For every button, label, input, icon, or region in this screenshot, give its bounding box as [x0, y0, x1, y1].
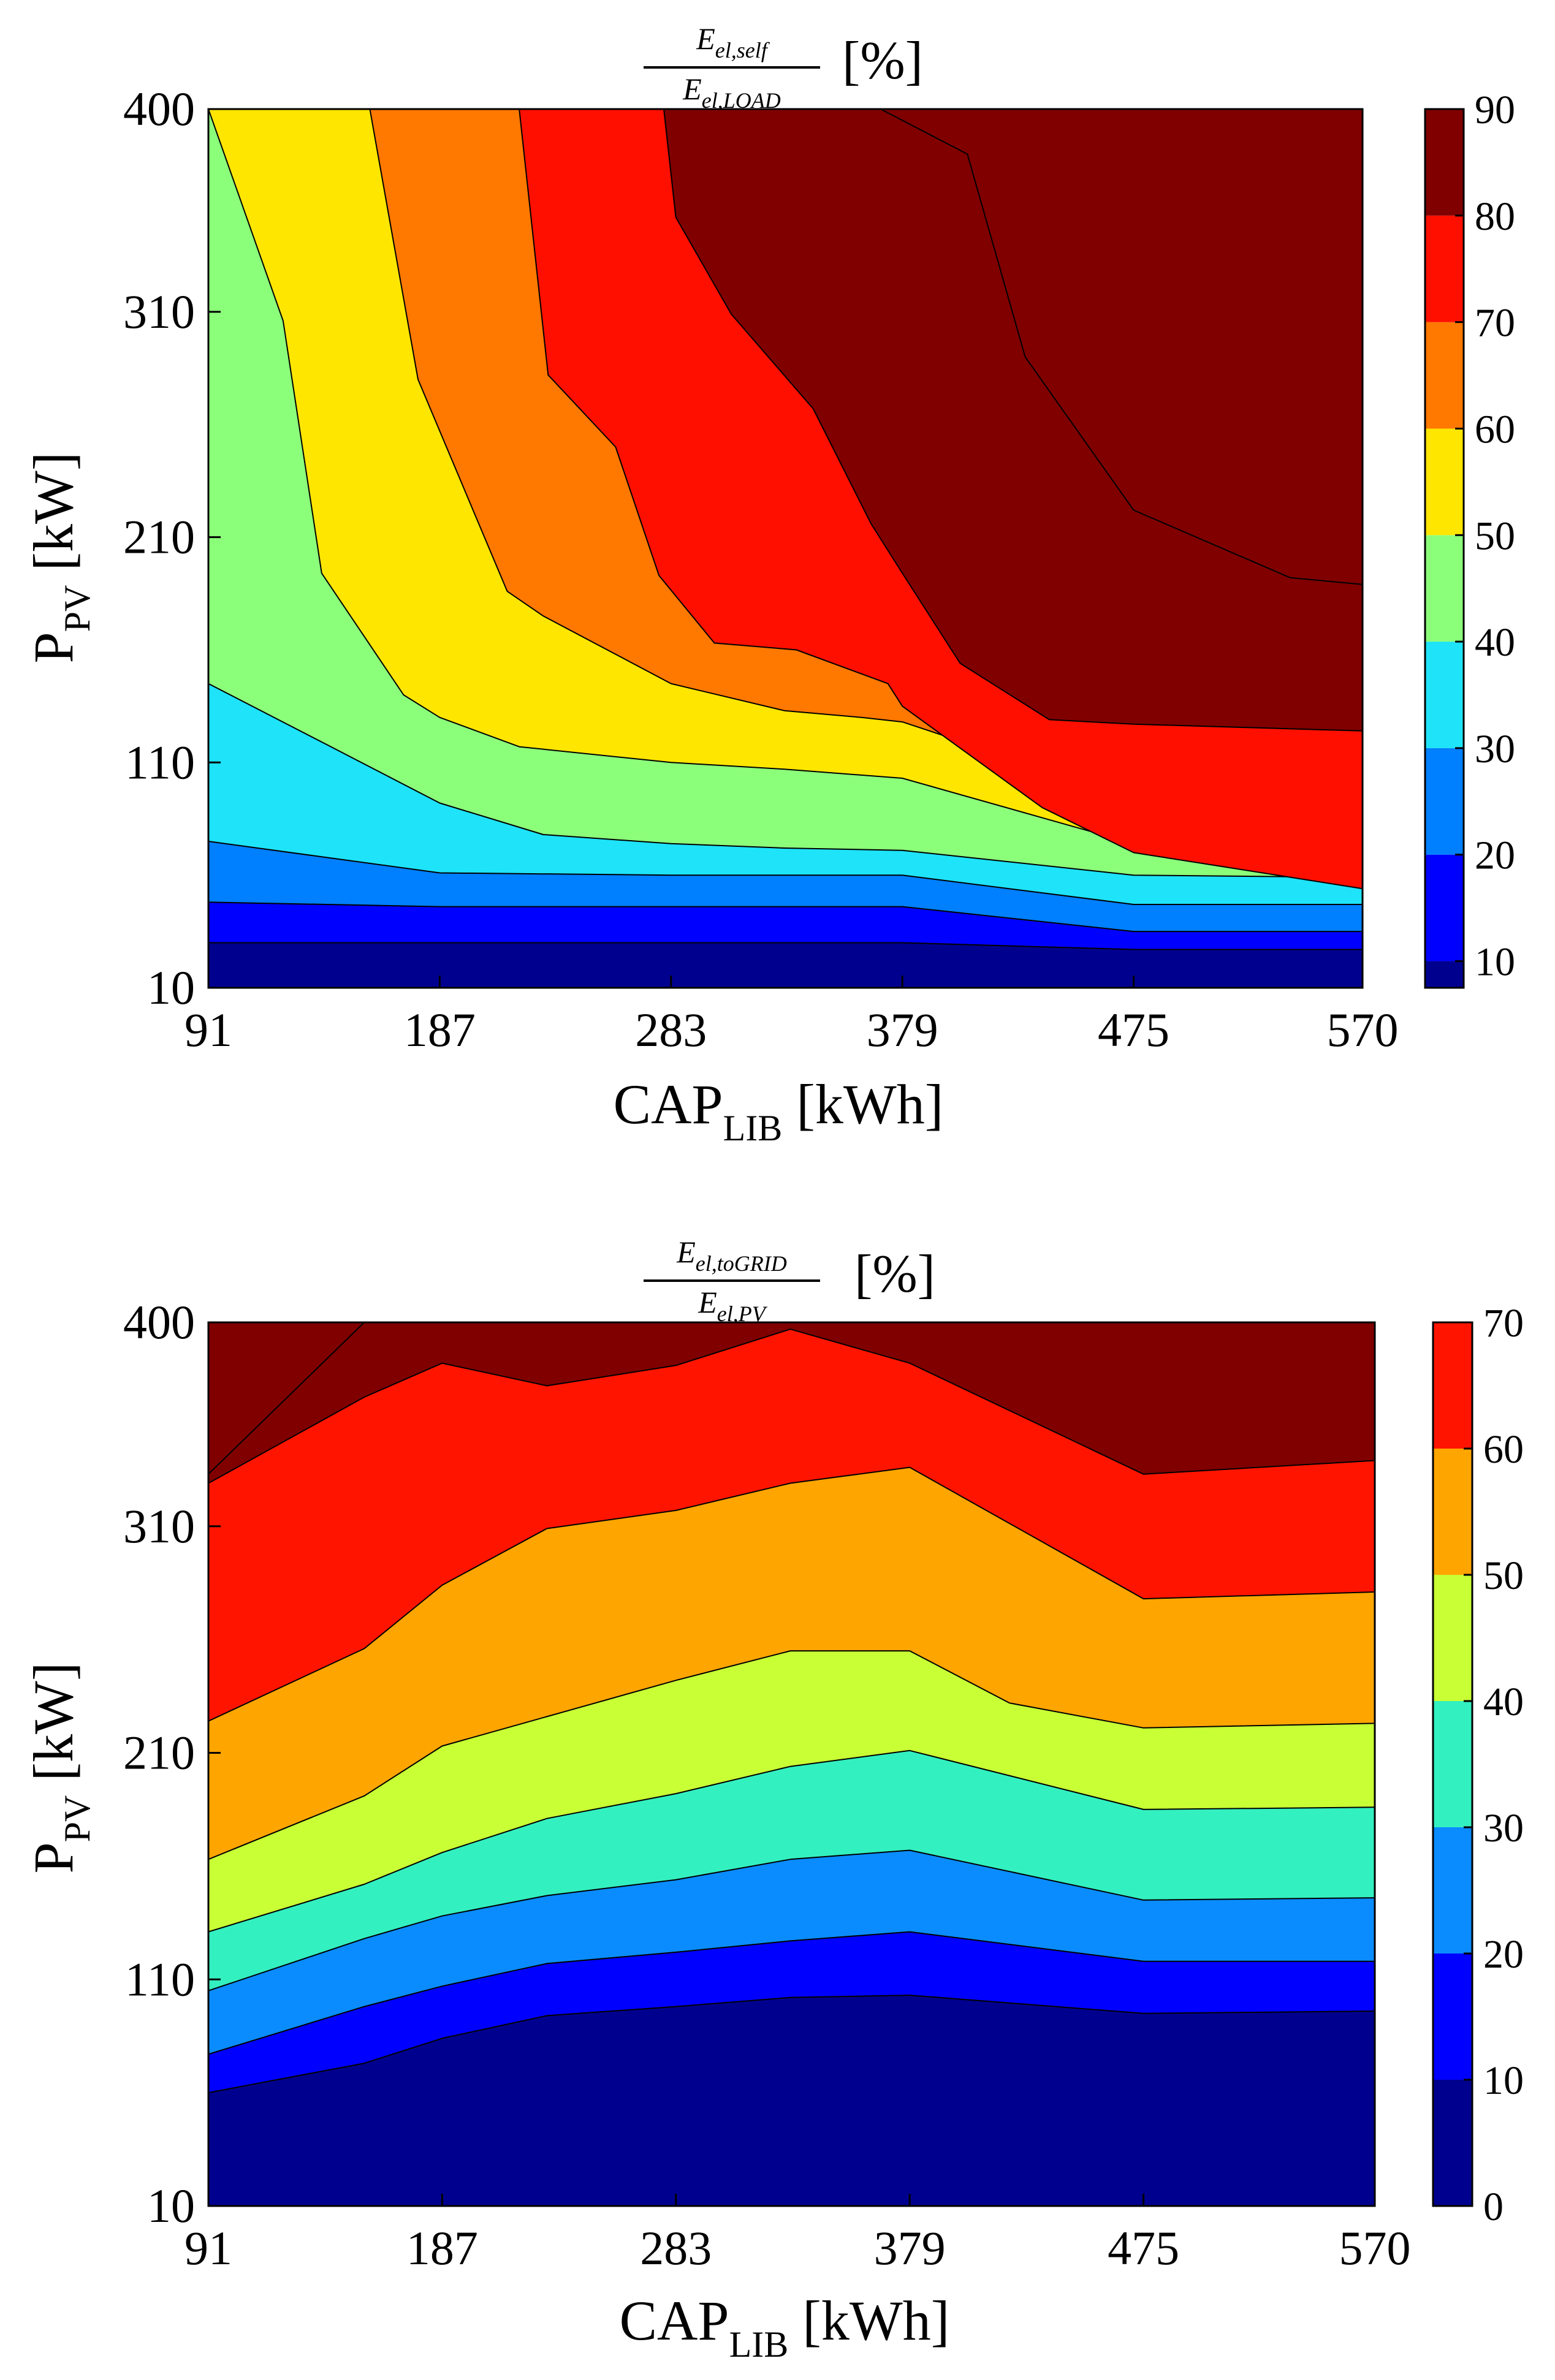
chart2-x-tick-label: 475 [1108, 2221, 1179, 2275]
chart-grid-export: Eel,toGRID Eel,PV [%] 91 187 283 379 475 570 1… [22, 1235, 1524, 2365]
chart1-colorbar-segment [1425, 535, 1464, 642]
chart2-colorbar-tick-label: 40 [1483, 1680, 1524, 1724]
chart1-colorbar-tick-label: 30 [1475, 727, 1515, 771]
chart2-x-axis-label: CAPLIB [kWh] [620, 2289, 950, 2365]
chart2-colorbar-tick-label: 10 [1483, 2058, 1524, 2103]
chart1-x-tick-label: 475 [1098, 1003, 1169, 1056]
chart1-contour-band-90 [880, 109, 1363, 585]
chart2-contour-band-70 [208, 1322, 1375, 1484]
chart2-colorbar-tick-label: 50 [1483, 1553, 1524, 1598]
chart2-plot-area [208, 1322, 1375, 2206]
chart2-title: Eel,toGRID Eel,PV [%] [644, 1235, 935, 1326]
chart1-x-tick-label: 570 [1327, 1003, 1399, 1056]
chart2-colorbar-segment [1433, 1701, 1472, 1827]
chart1-colorbar-segment [1425, 322, 1464, 429]
chart2-colorbar-frame [1432, 1321, 1473, 2207]
chart1-colorbar-tick-label: 40 [1475, 620, 1515, 665]
chart1-title-unit: [%] [842, 31, 923, 91]
chart1-colorbar-segment [1425, 854, 1464, 961]
chart1-y-tick-label: 210 [123, 510, 195, 564]
chart2-title-unit: [%] [854, 1245, 935, 1304]
chart2-colorbar-tick-label: 20 [1483, 1932, 1524, 1977]
chart1-y-axis-label: PPV [kW] [22, 452, 97, 664]
chart2-title-numerator: Eel,toGRID [676, 1235, 787, 1276]
chart1-y-tick-label: 10 [147, 961, 195, 1014]
chart1-colorbar-tick-label: 60 [1475, 407, 1515, 452]
chart1-title-denominator: Eel,LOAD [682, 72, 781, 113]
chart1-colorbar-segment [1425, 109, 1464, 216]
chart2-y-tick-label: 10 [147, 2179, 195, 2232]
chart2-y-tick-label: 400 [123, 1295, 195, 1349]
chart-self-consumption: Eel,self Eel,LOAD [%] 91 187 283 379 475 570 1… [22, 21, 1515, 1148]
chart2-colorbar-segment [1433, 1954, 1472, 2080]
chart1-colorbar-tick-label: 20 [1475, 833, 1515, 878]
chart2-y-tick-label: 210 [123, 1726, 195, 1779]
chart1-colorbar-segment [1425, 215, 1464, 322]
chart2-colorbar-segment [1433, 1449, 1472, 1575]
chart2-colorbar-tick-label: 70 [1483, 1301, 1524, 1346]
chart2-y-tick-label: 310 [123, 1499, 195, 1553]
chart1-x-tick-label: 283 [635, 1003, 707, 1056]
chart2-axes-frame [207, 1321, 1376, 2207]
chart1-colorbar-tick-label: 80 [1475, 194, 1515, 239]
chart2-colorbar-segment [1433, 2080, 1472, 2206]
chart1-colorbar-tick-label: 90 [1475, 88, 1515, 132]
chart1-axes: 91 187 283 379 475 570 10 110 210 310 400 [123, 82, 1399, 1056]
chart1-colorbar-segment [1425, 428, 1464, 536]
chart1-y-tick-label: 400 [123, 82, 195, 135]
chart1-colorbar-segment [1425, 748, 1464, 855]
chart2-colorbar-segment [1433, 1827, 1472, 1954]
chart1-x-tick-label: 379 [867, 1003, 938, 1056]
chart1-colorbar-tick-label: 70 [1475, 301, 1515, 346]
chart2-x-tick-label: 91 [184, 2221, 232, 2275]
chart1-colorbar-segment [1425, 961, 1464, 988]
chart1-y-tick-label: 310 [123, 285, 195, 338]
chart1-axes-frame [207, 108, 1364, 989]
chart2-colorbar-segment [1433, 1322, 1472, 1449]
chart1-plot-area [208, 109, 1363, 988]
chart1-colorbar-frame [1424, 108, 1465, 989]
chart2-contour-band-80 [208, 1322, 365, 1475]
chart1-colorbar-segment [1425, 642, 1464, 748]
chart1-title-numerator: Eel,self [696, 21, 770, 63]
chart2-colorbar-segment [1433, 1575, 1472, 1701]
chart1-title: Eel,self Eel,LOAD [%] [644, 21, 923, 113]
chart1-colorbar: 10 20 30 40 50 60 70 80 90 [1424, 88, 1515, 989]
chart1-y-tick-label: 110 [125, 735, 195, 789]
chart2-colorbar-tick-label: 30 [1483, 1806, 1524, 1851]
chart2-colorbar-tick-label: 0 [1483, 2185, 1504, 2229]
chart2-colorbar: 0 10 20 30 40 50 60 70 [1432, 1301, 1524, 2229]
chart2-x-tick-label: 283 [640, 2221, 712, 2275]
chart2-x-tick-label: 379 [874, 2221, 946, 2275]
chart1-x-axis-label: CAPLIB [kWh] [614, 1073, 944, 1148]
chart2-x-tick-label: 570 [1339, 2221, 1411, 2275]
chart2-colorbar-tick-label: 60 [1483, 1427, 1524, 1472]
chart2-y-tick-label: 110 [125, 1952, 195, 2006]
chart1-colorbar-tick-label: 10 [1475, 940, 1515, 985]
chart2-axes: 91 187 283 379 475 570 10 110 210 310 400 [123, 1295, 1411, 2275]
chart1-colorbar-tick-label: 50 [1475, 514, 1515, 558]
chart2-y-axis-label: PPV [kW] [22, 1662, 97, 1874]
chart1-x-tick-label: 187 [404, 1003, 476, 1056]
chart2-title-denominator: Eel,PV [698, 1285, 768, 1326]
chart2-x-tick-label: 187 [406, 2221, 478, 2275]
chart1-x-tick-label: 91 [184, 1003, 232, 1056]
